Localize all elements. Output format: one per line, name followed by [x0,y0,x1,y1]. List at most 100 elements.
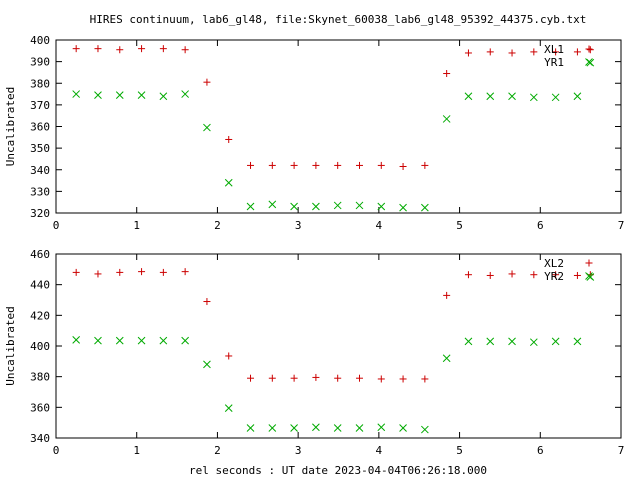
data-point-xl1 [486,48,494,56]
data-point-xl1 [573,48,581,56]
data-point-yr2 [159,336,168,345]
legend-label: YR2 [544,270,564,283]
data-point-xl2 [138,268,146,276]
data-point-yr2 [333,424,342,432]
x-tick-label: 2 [214,219,221,232]
x-tick-label: 7 [618,444,625,457]
y-tick-label: 370 [30,99,50,112]
data-point-xl1 [377,161,385,169]
y-tick-label: 380 [30,77,50,90]
y-tick-label: 320 [30,207,50,220]
data-point-xl1 [268,161,276,169]
data-point-xl1 [138,45,146,53]
data-point-yr1 [551,93,560,102]
data-point-xl1 [94,45,102,53]
y-tick-label: 340 [30,432,50,445]
x-tick-label: 1 [133,444,140,457]
data-point-yr2 [115,336,124,345]
x-tick-label: 7 [618,219,625,232]
data-point-xl1 [116,46,124,54]
data-point-yr2 [224,404,233,412]
data-point-yr1 [333,201,342,210]
data-point-xl2 [486,271,494,279]
data-point-xl1 [225,135,233,143]
data-point-xl2 [159,268,167,276]
data-point-xl1 [72,45,80,53]
x-tick-label: 4 [376,219,383,232]
data-point-xl2 [312,373,320,381]
data-point-xl1 [421,161,429,169]
x-tick-label: 1 [133,219,140,232]
data-point-yr1 [246,202,255,211]
data-point-xl2 [508,270,516,278]
y-tick-label: 360 [30,121,50,134]
data-point-yr2 [529,338,538,347]
legend-label: XL2 [544,257,564,270]
data-point-xl2 [116,268,124,276]
data-point-xl2 [247,374,255,382]
data-point-xl2 [203,298,211,306]
data-point-yr2 [573,337,582,346]
data-point-yr1 [72,90,81,98]
y-tick-label: 340 [30,164,50,177]
data-point-yr2 [508,337,516,346]
data-point-yr1 [159,92,168,101]
plot-frame [55,253,622,439]
data-point-xl2 [225,352,233,360]
x-tick-label: 0 [53,444,60,457]
y-tick-label: 420 [30,309,50,322]
data-point-xl2 [94,270,102,278]
plot-frame [55,39,622,214]
data-point-yr2 [377,423,386,432]
data-point-yr2 [181,336,189,345]
data-point-yr1 [442,115,451,123]
data-point-xl2 [464,271,472,279]
data-point-yr2 [421,425,429,434]
data-point-yr1 [94,91,102,99]
data-point-yr1 [399,203,407,212]
data-point-yr1 [268,200,277,209]
data-point-yr1 [573,92,582,101]
data-point-yr1 [203,123,211,132]
data-point-xl1 [586,46,594,54]
data-point-yr2 [290,424,298,432]
x-axis-label: rel seconds : UT date 2023-04-04T06:26:1… [189,464,487,477]
legend-marker-xl1 [585,45,593,53]
x-tick-label: 6 [537,219,544,232]
data-point-yr1 [508,92,516,101]
x-tick-label: 5 [456,444,463,457]
data-point-xl1 [552,48,560,56]
x-tick-label: 2 [214,444,221,457]
data-point-yr1 [377,202,386,211]
data-point-xl1 [355,161,363,169]
y-tick-label: 390 [30,56,50,69]
data-point-yr2 [312,423,320,432]
data-point-yr2 [464,337,473,346]
data-point-yr1 [355,201,364,210]
data-point-xl2 [355,374,363,382]
y-axis-label: Uncalibrated [4,87,17,166]
data-point-xl1 [159,45,167,53]
data-point-yr2 [399,424,407,432]
data-point-xl1 [464,49,472,57]
data-point-yr2 [268,424,277,432]
data-point-xl1 [508,49,516,57]
data-point-yr1 [137,91,146,99]
legend-marker-xl2 [585,259,593,267]
data-point-xl2 [268,374,276,382]
data-point-yr1 [529,93,538,102]
data-point-yr2 [355,424,364,432]
data-point-xl2 [421,375,429,383]
data-point-yr2 [94,336,102,345]
y-tick-label: 350 [30,142,50,155]
data-point-xl1 [247,161,255,169]
data-point-xl1 [203,78,211,86]
data-point-yr2 [246,424,255,432]
data-point-xl2 [290,374,298,382]
chart-title: HIRES continuum, lab6_gl48, file:Skynet_… [90,13,587,26]
y-tick-label: 400 [30,340,50,353]
data-point-yr2 [551,337,560,346]
data-point-xl2 [399,375,407,383]
bottom-panel: 340 360 380 400 420 440 460 0 1 2 3 4 5 6 7 Uncalibrate… [4,248,624,457]
y-tick-label: 330 [30,185,50,198]
